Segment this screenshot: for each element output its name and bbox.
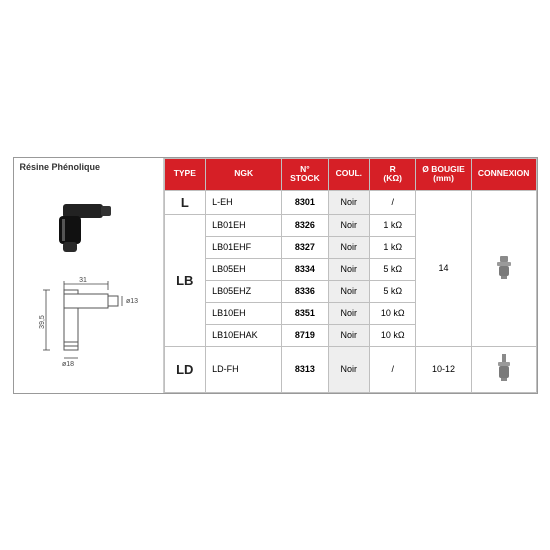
product-diagram: 31 39,5 ø13 ø18 — [14, 174, 163, 393]
table-row: L L-EH 8301 Noir / 14 — [164, 190, 536, 214]
header-coul: COUL. — [328, 158, 370, 190]
r-cell: 5 kΩ — [370, 258, 416, 280]
dim-height: 39,5 — [39, 315, 46, 329]
ngk-cell: LD-FH — [206, 346, 282, 392]
technical-drawing: 31 39,5 ø13 ø18 — [39, 277, 138, 368]
product-table: TYPE NGK N° STOCK COUL. R (KΩ) Ø BOUGIE … — [164, 158, 537, 393]
r-cell: / — [370, 190, 416, 214]
stock-cell: 8719 — [282, 324, 328, 346]
header-conn: CONNEXION — [471, 158, 536, 190]
ngk-cell: LB10EHAK — [206, 324, 282, 346]
stock-cell: 8351 — [282, 302, 328, 324]
r-cell: 1 kΩ — [370, 214, 416, 236]
coul-cell: Noir — [328, 214, 370, 236]
type-lb: LB — [164, 214, 206, 346]
cap-photo — [59, 204, 111, 252]
coul-cell: Noir — [328, 258, 370, 280]
header-type: TYPE — [164, 158, 206, 190]
ngk-cell: LB05EH — [206, 258, 282, 280]
header-stock: N° STOCK — [282, 158, 328, 190]
r-cell: 10 kΩ — [370, 324, 416, 346]
coul-cell: Noir — [328, 190, 370, 214]
type-ld: LD — [164, 346, 206, 392]
stock-cell: 8327 — [282, 236, 328, 258]
stock-cell: 8334 — [282, 258, 328, 280]
product-table-container: Résine Phénolique — [13, 157, 538, 394]
r-cell: 10 kΩ — [370, 302, 416, 324]
stock-cell: 8326 — [282, 214, 328, 236]
coul-cell: Noir — [328, 280, 370, 302]
diagram-svg: 31 39,5 ø13 ø18 — [23, 198, 153, 368]
stock-cell: 8313 — [282, 346, 328, 392]
connexion-cell — [471, 190, 536, 346]
material-label: Résine Phénolique — [14, 158, 163, 174]
dim-bottom-dia: ø18 — [62, 361, 74, 368]
dim-top-dia: ø13 — [126, 298, 138, 305]
header-bougie: Ø BOUGIE (mm) — [416, 158, 471, 190]
dim-width: 31 — [79, 277, 87, 284]
ngk-cell: LB10EH — [206, 302, 282, 324]
coul-cell: Noir — [328, 324, 370, 346]
left-panel: Résine Phénolique — [14, 158, 164, 393]
ngk-cell: LB05EHZ — [206, 280, 282, 302]
ngk-cell: LB01EHF — [206, 236, 282, 258]
coul-cell: Noir — [328, 236, 370, 258]
ngk-cell: LB01EH — [206, 214, 282, 236]
connector-icon — [491, 352, 517, 384]
coul-cell: Noir — [328, 302, 370, 324]
header-r: R (KΩ) — [370, 158, 416, 190]
bougie-cell: 10-12 — [416, 346, 471, 392]
r-cell: 1 kΩ — [370, 236, 416, 258]
connector-icon — [491, 253, 517, 281]
r-cell: / — [370, 346, 416, 392]
bougie-cell: 14 — [416, 190, 471, 346]
table-row: LD LD-FH 8313 Noir / 10-12 — [164, 346, 536, 392]
stock-cell: 8301 — [282, 190, 328, 214]
type-l: L — [164, 190, 206, 214]
header-ngk: NGK — [206, 158, 282, 190]
connexion-cell — [471, 346, 536, 392]
coul-cell: Noir — [328, 346, 370, 392]
r-cell: 5 kΩ — [370, 280, 416, 302]
table-panel: TYPE NGK N° STOCK COUL. R (KΩ) Ø BOUGIE … — [164, 158, 537, 393]
header-row: TYPE NGK N° STOCK COUL. R (KΩ) Ø BOUGIE … — [164, 158, 536, 190]
stock-cell: 8336 — [282, 280, 328, 302]
ngk-cell: L-EH — [206, 190, 282, 214]
